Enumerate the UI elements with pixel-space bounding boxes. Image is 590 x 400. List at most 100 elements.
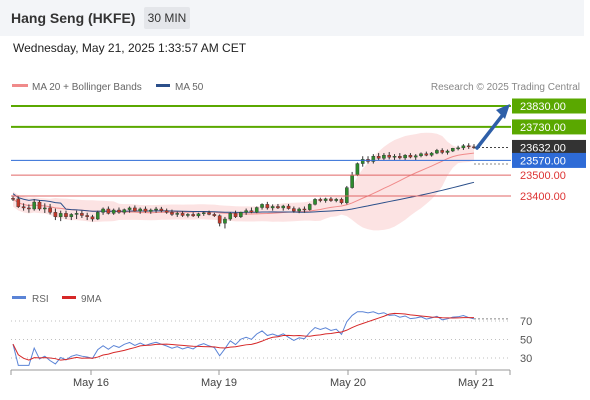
instrument-title: Hang Seng (HKFE)	[11, 10, 136, 26]
credit-label: Research © 2025 Trading Central	[431, 82, 580, 93]
candle	[376, 153, 381, 161]
candle-body	[164, 210, 169, 213]
candle-body	[345, 187, 349, 203]
candle	[334, 198, 339, 203]
rsi-tick-label: 30	[520, 353, 532, 365]
candle-body	[101, 208, 105, 213]
candle-body	[191, 214, 195, 217]
candle	[413, 154, 418, 160]
pivot-level-label: 23570.00	[520, 155, 566, 167]
rsi-ma-line	[12, 312, 475, 361]
candle	[117, 207, 121, 214]
candle-body	[419, 153, 423, 157]
x-tick-label: May 20	[330, 377, 366, 389]
candle-body	[382, 154, 386, 159]
candle	[201, 211, 206, 216]
target-level-box	[512, 98, 586, 114]
candle	[424, 151, 429, 157]
candle	[32, 199, 36, 211]
candle	[345, 185, 349, 205]
target-level-box	[512, 119, 586, 135]
candle-body	[32, 201, 36, 210]
candle-body	[127, 207, 132, 210]
candle	[27, 204, 31, 213]
candle	[270, 204, 275, 211]
candle-body	[27, 207, 31, 210]
rsi-legend: RSI 9MA	[12, 294, 102, 305]
candle-body	[74, 213, 79, 215]
support-level-label: 23500.00	[520, 170, 566, 182]
candle	[403, 154, 407, 161]
candle	[276, 203, 280, 209]
candle-body	[138, 208, 142, 212]
candle-body	[403, 154, 407, 159]
candle	[286, 203, 291, 210]
candle-body	[371, 156, 376, 162]
candle	[138, 207, 142, 214]
candle	[159, 206, 164, 213]
candle	[43, 203, 47, 213]
candle-body	[392, 156, 397, 158]
candle	[265, 201, 270, 210]
candle	[254, 206, 259, 214]
candle	[223, 216, 227, 229]
candle-body	[196, 213, 201, 217]
rsi-tick-label: 50	[520, 335, 532, 347]
candle-body	[207, 212, 211, 215]
rsi-ma-legend-swatch	[62, 296, 76, 299]
timeframe-selector[interactable]: 30 MIN	[144, 7, 190, 29]
candle	[154, 206, 158, 213]
candle-body	[16, 198, 21, 207]
candle-body	[58, 213, 63, 217]
candle-body	[159, 208, 164, 211]
candle	[95, 210, 100, 221]
bollinger-band-area	[13, 132, 474, 231]
candle	[175, 211, 180, 217]
chart-legend: MA 20 + Bollinger Bands MA 50 Research ©…	[12, 82, 580, 93]
candle-body	[233, 213, 238, 217]
candle	[292, 206, 296, 213]
candle-body	[270, 206, 275, 209]
candle-body	[21, 206, 26, 209]
candle-body	[11, 198, 15, 200]
candle	[133, 205, 137, 212]
candle	[302, 206, 307, 213]
target-level-label: 23730.00	[520, 122, 566, 134]
candle	[239, 211, 243, 218]
candle	[217, 214, 222, 227]
candle	[233, 210, 238, 218]
candle-body	[228, 213, 233, 220]
candle	[58, 210, 63, 222]
candle-body	[154, 208, 158, 211]
candle-body	[143, 208, 148, 212]
chart-header: Hang Seng (HKFE) 30 MIN	[0, 0, 584, 36]
candle-body	[122, 209, 127, 213]
candle	[69, 213, 74, 221]
candle	[323, 197, 328, 203]
candle-body	[318, 199, 323, 201]
candle	[122, 208, 127, 215]
candle	[196, 212, 201, 218]
candle	[16, 196, 21, 208]
candle-body	[461, 145, 466, 149]
candle-body	[254, 207, 259, 213]
target-arrow-shaft	[475, 110, 507, 150]
candle	[435, 148, 439, 155]
candle	[80, 210, 84, 218]
candle-body	[339, 199, 344, 203]
candle-body	[440, 150, 444, 153]
candle-body	[297, 208, 301, 212]
candle-body	[64, 213, 68, 217]
candle-body	[244, 210, 248, 213]
candle	[90, 214, 95, 222]
candle-body	[408, 154, 413, 158]
candle-body	[85, 215, 89, 217]
candle-body	[239, 212, 243, 217]
pivot-level-box	[512, 152, 586, 168]
chart-datetime: Wednesday, May 21, 2025 1:33:57 AM CET	[13, 41, 247, 55]
x-tick-label: May 16	[73, 377, 109, 389]
candle	[212, 212, 217, 217]
bollinger-legend-swatch	[12, 84, 28, 87]
last-level-box	[512, 139, 586, 155]
